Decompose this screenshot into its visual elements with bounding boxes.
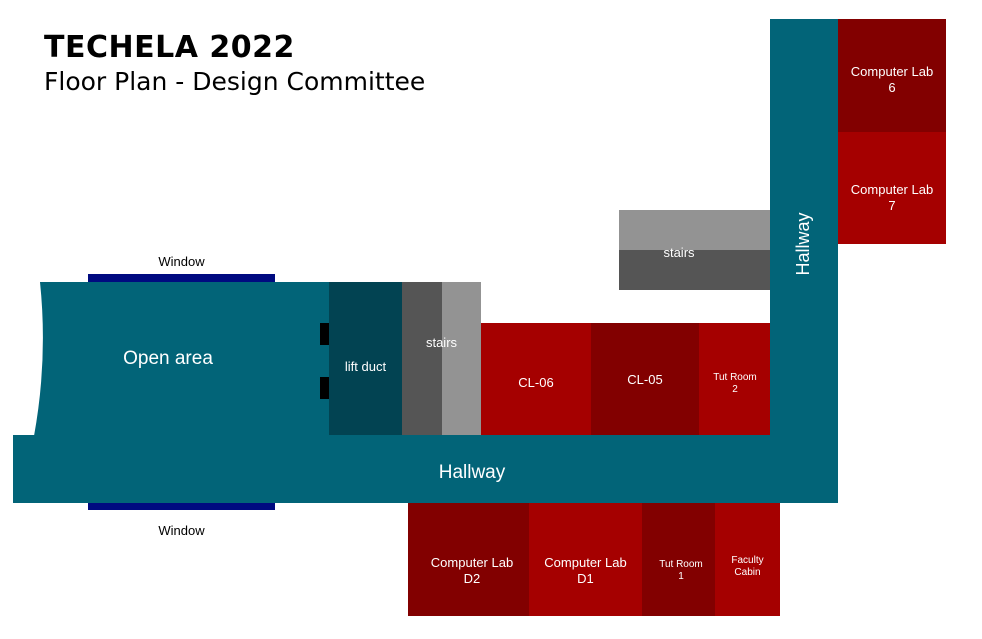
- stairs-main-light: [442, 282, 481, 436]
- lift-door-lower: [320, 377, 329, 399]
- window-bottom: [88, 502, 275, 510]
- room-tut-room-1: [642, 503, 715, 616]
- stairs-upper-label: stairs: [663, 245, 695, 261]
- stairs-upper-dark: [619, 250, 771, 290]
- stairs-main-label: stairs: [425, 335, 458, 351]
- room-cl06: [481, 323, 591, 436]
- room-computer-lab-6: [838, 19, 946, 132]
- room-faculty-cabin: [715, 503, 780, 616]
- room-tut-room-1-label: Tut Room 1: [659, 559, 703, 582]
- lift-door-upper: [320, 323, 329, 345]
- room-cl06-label: CL-06: [518, 375, 554, 391]
- hallway-horizontal: [13, 435, 838, 503]
- window-top-label: Window: [158, 254, 205, 269]
- room-computer-lab-d2: [408, 503, 529, 616]
- window-bottom-label: Window: [158, 523, 205, 538]
- stairs-upper-light: [619, 210, 771, 250]
- room-computer-lab-d1-label: Computer Lab D1: [544, 555, 627, 586]
- room-computer-lab-7: [838, 132, 946, 244]
- room-cl05: [591, 323, 699, 436]
- lift-duct-label: lift duct: [344, 359, 387, 375]
- room-tut-room-2: [699, 323, 771, 436]
- window-top: [88, 274, 275, 282]
- hallway-horizontal-label: Hallway: [438, 461, 506, 483]
- room-cl05-label: CL-05: [627, 372, 663, 388]
- room-faculty-cabin-label: Faculty Cabin: [731, 555, 764, 578]
- open-area-shape: [34, 282, 330, 436]
- room-tut-room-2-label: Tut Room 2: [713, 372, 757, 395]
- room-computer-lab-d1: [529, 503, 642, 616]
- plan-title: TECHELA 2022: [44, 30, 295, 65]
- open-area-label: Open area: [123, 347, 213, 369]
- hallway-vertical: [770, 19, 838, 503]
- room-computer-lab-7-label: Computer Lab 7: [850, 181, 934, 213]
- hallway-vertical-label: Hallway: [793, 212, 814, 276]
- stairs-main-dark: [402, 282, 442, 436]
- lift-duct: [329, 282, 402, 436]
- room-computer-lab-d2-label: Computer Lab D2: [430, 555, 514, 586]
- room-computer-lab-6-label: Computer Lab 6: [850, 64, 934, 95]
- plan-subtitle: Floor Plan - Design Committee: [44, 67, 426, 96]
